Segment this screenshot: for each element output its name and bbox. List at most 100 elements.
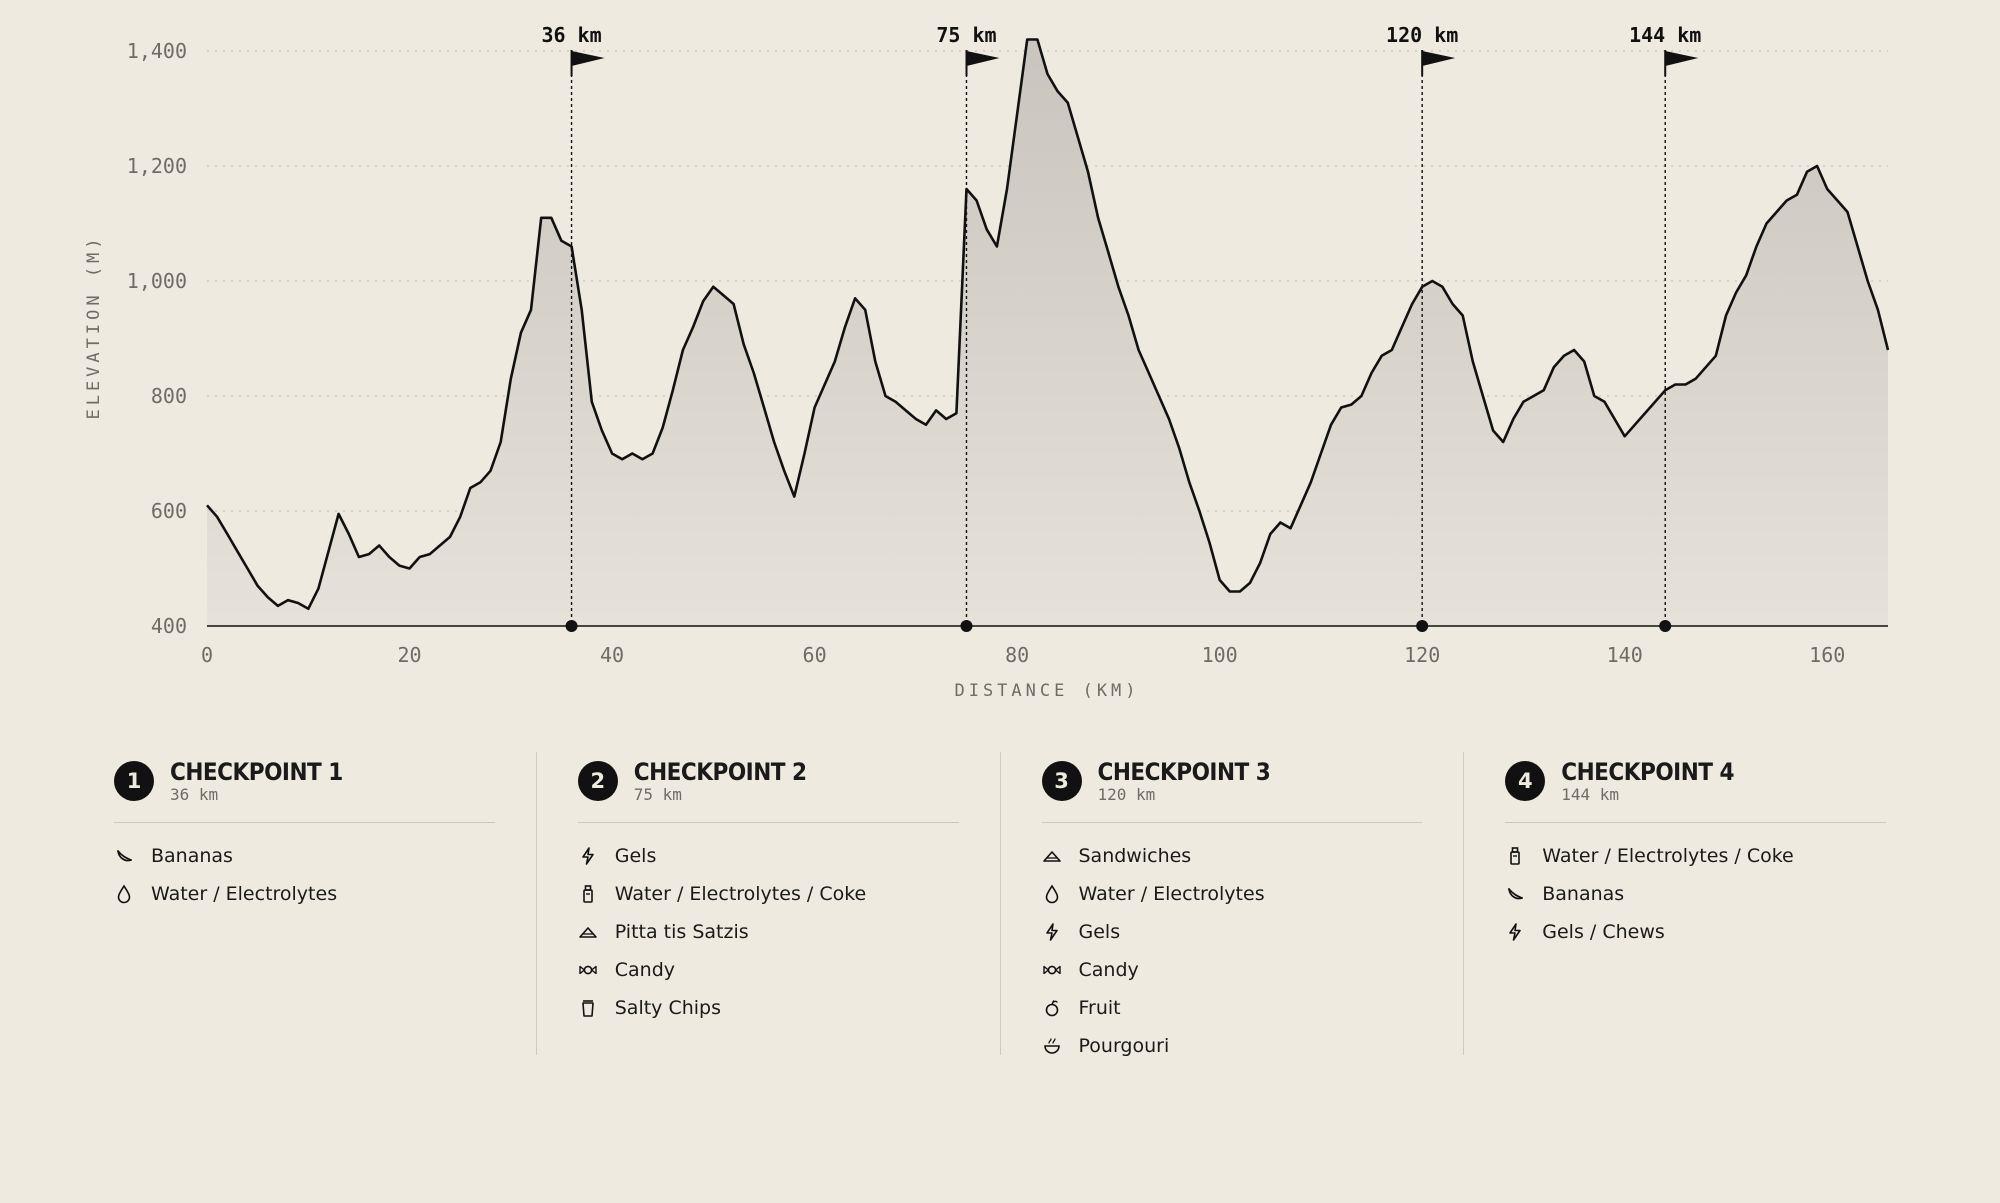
sandwich-icon bbox=[1042, 846, 1062, 866]
supply-item: Candy bbox=[578, 951, 959, 989]
x-axis-ticks: 0 20 40 60 80 100 120 140 160 bbox=[201, 643, 1845, 667]
supply-item: Sandwiches bbox=[1042, 837, 1423, 875]
checkpoint-distance: 120 km bbox=[1097, 785, 1156, 804]
elevation-line bbox=[206, 38, 1890, 611]
bowl-icon bbox=[1042, 1036, 1062, 1056]
supply-label: Pourgouri bbox=[1078, 1035, 1170, 1057]
chips-icon bbox=[578, 998, 598, 1018]
supply-label: Gels bbox=[614, 845, 657, 867]
checkpoint-titles: CHECKPOINT 3 120 km bbox=[1098, 758, 1271, 804]
bottle-icon bbox=[578, 884, 598, 904]
x-tick-label: 160 bbox=[1809, 643, 1845, 667]
supply-item: Gels bbox=[578, 837, 959, 875]
supply-item: Water / Electrolytes bbox=[1042, 875, 1423, 913]
y-tick-label: 400 bbox=[151, 614, 187, 638]
checkpoint-header: 1 CHECKPOINT 1 36 km bbox=[114, 752, 495, 823]
checkpoint-marker: 36 km bbox=[541, 23, 605, 632]
checkpoint-header: 2 CHECKPOINT 2 75 km bbox=[577, 752, 959, 823]
supply-item: Water / Electrolytes / Coke bbox=[1505, 837, 1886, 875]
supply-label: Salty Chips bbox=[614, 997, 722, 1019]
lightning-icon bbox=[578, 846, 598, 866]
x-tick-label: 20 bbox=[397, 643, 421, 667]
checkpoint-titles: CHECKPOINT 2 75 km bbox=[634, 758, 807, 804]
flag-icon bbox=[571, 51, 605, 66]
supply-label: Water / Electrolytes / Coke bbox=[1542, 845, 1794, 867]
checkpoint-number-badge: 1 bbox=[114, 761, 154, 801]
supply-list: Bananas Water / Electrolytes bbox=[114, 837, 495, 913]
y-tick-label: 1,200 bbox=[127, 154, 187, 178]
x-axis-title: DISTANCE (KM) bbox=[954, 681, 1139, 701]
supply-label: Fruit bbox=[1078, 997, 1121, 1019]
supply-list: Gels Water / Electrolytes / Coke Pitta tis… bbox=[578, 837, 959, 1027]
checkpoint-header: 3 CHECKPOINT 3 120 km bbox=[1041, 752, 1423, 823]
checkpoint-card: 2 CHECKPOINT 2 75 km Gels Water / Electrolyt… bbox=[577, 752, 1001, 1055]
supply-item: Water / Electrolytes / Coke bbox=[578, 875, 959, 913]
checkpoint-dot bbox=[1416, 620, 1429, 632]
checkpoint-marker-label: 75 km bbox=[936, 23, 996, 47]
y-tick-label: 800 bbox=[151, 384, 187, 408]
checkpoint-distance: 36 km bbox=[170, 785, 219, 804]
supply-label: Pitta tis Satzis bbox=[614, 921, 749, 943]
lightning-icon bbox=[1505, 922, 1525, 942]
supply-label: Gels / Chews bbox=[1542, 921, 1665, 943]
y-axis-title: ELEVATION (M) bbox=[84, 234, 104, 419]
checkpoint-distance: 75 km bbox=[633, 785, 682, 804]
supply-list: Sandwiches Water / Electrolytes Gels Candy F… bbox=[1042, 837, 1423, 1065]
y-tick-label: 1,400 bbox=[127, 39, 187, 63]
supply-label: Water / Electrolytes / Coke bbox=[614, 883, 867, 905]
x-tick-label: 120 bbox=[1404, 643, 1440, 667]
checkpoint-title: CHECKPOINT 2 bbox=[633, 758, 807, 786]
checkpoint-card: 4 CHECKPOINT 4 144 km Water / Electrolytes … bbox=[1505, 752, 1886, 1055]
elevation-area bbox=[207, 39, 1888, 626]
x-tick-label: 140 bbox=[1607, 643, 1643, 667]
elevation-profile-chart: 400 600 800 1,000 1,200 1,400 0 20 40 60 80 100 120… bbox=[84, 23, 1890, 701]
checkpoint-dot bbox=[960, 620, 973, 632]
checkpoint-list: 1 CHECKPOINT 1 36 km Bananas Water / Electro… bbox=[114, 752, 1886, 1062]
supply-label: Sandwiches bbox=[1078, 845, 1192, 867]
x-tick-label: 100 bbox=[1202, 643, 1238, 667]
x-tick-label: 0 bbox=[201, 643, 213, 667]
pitta-icon bbox=[578, 922, 598, 942]
supply-label: Water / Electrolytes bbox=[151, 883, 338, 905]
supply-item: Water / Electrolytes bbox=[114, 875, 495, 913]
checkpoint-header: 4 CHECKPOINT 4 144 km bbox=[1505, 752, 1886, 823]
x-tick-label: 40 bbox=[600, 643, 624, 667]
checkpoint-number-badge: 4 bbox=[1505, 761, 1546, 801]
supply-list: Water / Electrolytes / Coke Bananas Gels /… bbox=[1505, 837, 1886, 951]
supply-item: Salty Chips bbox=[578, 989, 959, 1027]
banana-icon bbox=[114, 846, 134, 866]
checkpoint-marker: 144 km bbox=[1629, 23, 1701, 632]
checkpoint-dot bbox=[565, 620, 578, 632]
candy-icon bbox=[578, 960, 598, 980]
supply-item: Fruit bbox=[1042, 989, 1423, 1027]
y-tick-label: 600 bbox=[151, 499, 187, 523]
x-tick-label: 60 bbox=[803, 643, 827, 667]
flag-icon bbox=[1665, 51, 1699, 66]
supply-label: Bananas bbox=[1542, 883, 1625, 905]
checkpoint-marker-label: 144 km bbox=[1629, 23, 1701, 47]
y-tick-label: 1,000 bbox=[127, 269, 187, 293]
checkpoint-titles: CHECKPOINT 1 36 km bbox=[170, 758, 343, 804]
checkpoint-number-badge: 2 bbox=[577, 761, 618, 801]
bottle-icon bbox=[1505, 846, 1525, 866]
supply-item: Pourgouri bbox=[1042, 1027, 1423, 1065]
supply-label: Gels bbox=[1078, 921, 1121, 943]
lightning-icon bbox=[1042, 922, 1062, 942]
supply-label: Candy bbox=[1078, 959, 1139, 981]
supply-item: Gels bbox=[1042, 913, 1423, 951]
banana-icon bbox=[1505, 884, 1525, 904]
flag-icon bbox=[1422, 51, 1456, 66]
checkpoint-title: CHECKPOINT 4 bbox=[1561, 758, 1735, 786]
checkpoint-number-badge: 3 bbox=[1041, 761, 1082, 801]
checkpoint-marker: 120 km bbox=[1386, 23, 1458, 632]
fruit-icon bbox=[1042, 998, 1062, 1018]
supply-item: Bananas bbox=[114, 837, 495, 875]
checkpoint-marker: 75 km bbox=[936, 23, 1000, 632]
checkpoint-marker-label: 36 km bbox=[541, 23, 601, 47]
water-drop-icon bbox=[1042, 884, 1062, 904]
checkpoint-distance: 144 km bbox=[1561, 785, 1620, 804]
checkpoint-markers: 36 km 75 km 120 km 144 km bbox=[541, 23, 1701, 632]
checkpoint-title: CHECKPOINT 3 bbox=[1097, 758, 1271, 786]
y-axis-ticks: 400 600 800 1,000 1,200 1,400 bbox=[127, 39, 187, 638]
supply-item: Gels / Chews bbox=[1505, 913, 1886, 951]
